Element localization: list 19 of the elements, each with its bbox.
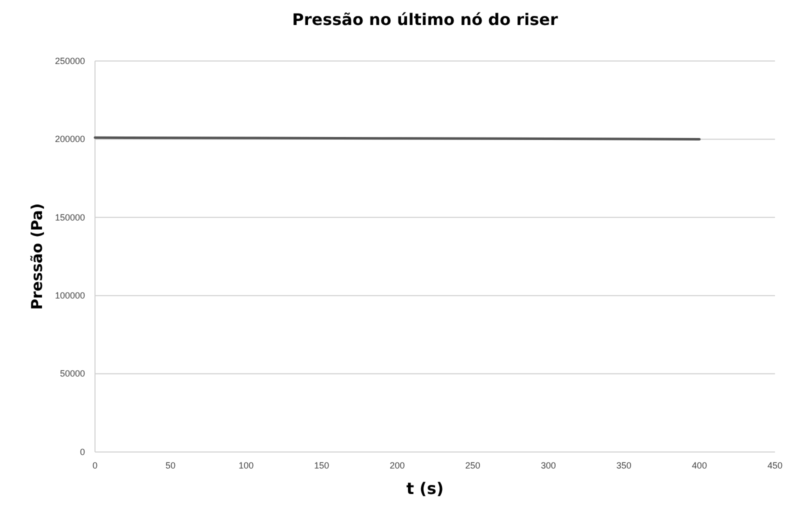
x-tick-label: 300 <box>540 460 556 470</box>
y-tick-label: 200000 <box>54 134 85 144</box>
y-tick-label: 250000 <box>54 56 85 66</box>
x-tick-label: 200 <box>390 460 405 470</box>
y-axis-title: Pressão (Pa) <box>28 203 46 310</box>
x-tick-label: 50 <box>166 460 176 470</box>
x-tick-label: 350 <box>616 460 632 470</box>
x-tick-label: 100 <box>238 460 254 470</box>
x-tick-label: 400 <box>692 460 707 470</box>
y-tick-label: 100000 <box>54 290 85 300</box>
x-tick-label: 150 <box>314 460 330 470</box>
x-axis-title: t (s) <box>406 479 444 498</box>
x-tick-label: 250 <box>465 460 480 470</box>
x-tick-label: 0 <box>92 460 98 470</box>
y-tick-label: 150000 <box>54 212 85 222</box>
y-tick-label: 0 <box>80 446 85 457</box>
x-tick-label: 450 <box>767 460 783 470</box>
chart-title: Pressão no último nó do riser <box>292 10 558 29</box>
y-tick-label: 50000 <box>60 368 85 379</box>
